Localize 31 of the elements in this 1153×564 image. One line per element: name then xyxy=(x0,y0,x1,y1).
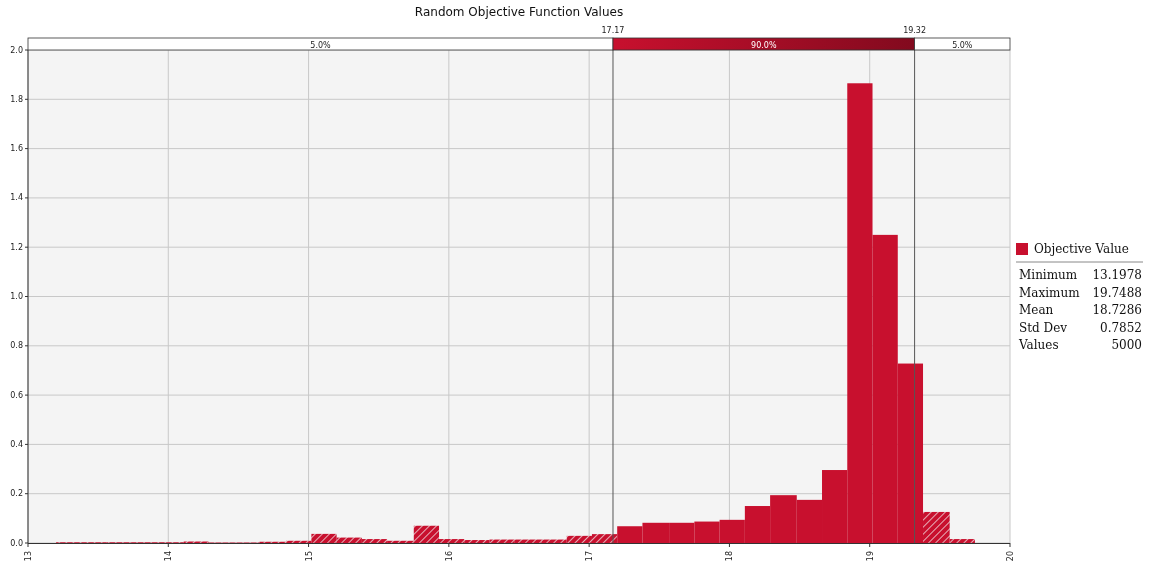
text: Std Dev 0.7852 xyxy=(1019,320,1142,335)
x-tick-label: 20 xyxy=(1006,551,1015,562)
y-tick-label: 1.0 xyxy=(10,292,23,302)
y-tick-label: 0.6 xyxy=(10,390,23,400)
x-tick-label: 15 xyxy=(304,551,314,562)
y-tick-label: 0.4 xyxy=(10,439,23,449)
y-tick-label: 0.8 xyxy=(10,341,23,351)
x-tick-label: 13 xyxy=(24,551,33,562)
ref-line-label: 19.32 xyxy=(903,26,927,35)
y-tick-label: 1.8 xyxy=(10,94,23,104)
legend-label: Objective Value xyxy=(1034,242,1129,256)
x-tick-label: 18 xyxy=(725,551,735,562)
x-tick-label: 19 xyxy=(865,551,875,562)
chart-title: Random Objective Function Values xyxy=(414,5,624,19)
x-tick-label: 17 xyxy=(585,551,595,562)
y-tick-label: 0.2 xyxy=(10,489,23,499)
y-tick-label: 2.0 xyxy=(10,45,23,55)
y-tick-label: 1.4 xyxy=(10,193,23,203)
ref-line-label: 17.17 xyxy=(601,26,625,35)
text: Maximum 19.7488 xyxy=(1019,285,1142,300)
y-tick-label: 1.2 xyxy=(10,242,23,252)
x-tick-label: 14 xyxy=(164,551,174,562)
x-tick-label: 16 xyxy=(444,551,454,562)
text: Mean 18.7286 xyxy=(1019,303,1142,317)
text: Minimum 13.1978 xyxy=(1019,268,1142,282)
text: 5.0% xyxy=(952,40,973,50)
y-tick-label: 0.0 xyxy=(10,538,23,548)
y-tick-label: 1.6 xyxy=(10,144,23,154)
text: 90.0% xyxy=(751,40,777,50)
text: Values 5000 xyxy=(1019,338,1142,352)
text: 5.0% xyxy=(310,40,332,50)
